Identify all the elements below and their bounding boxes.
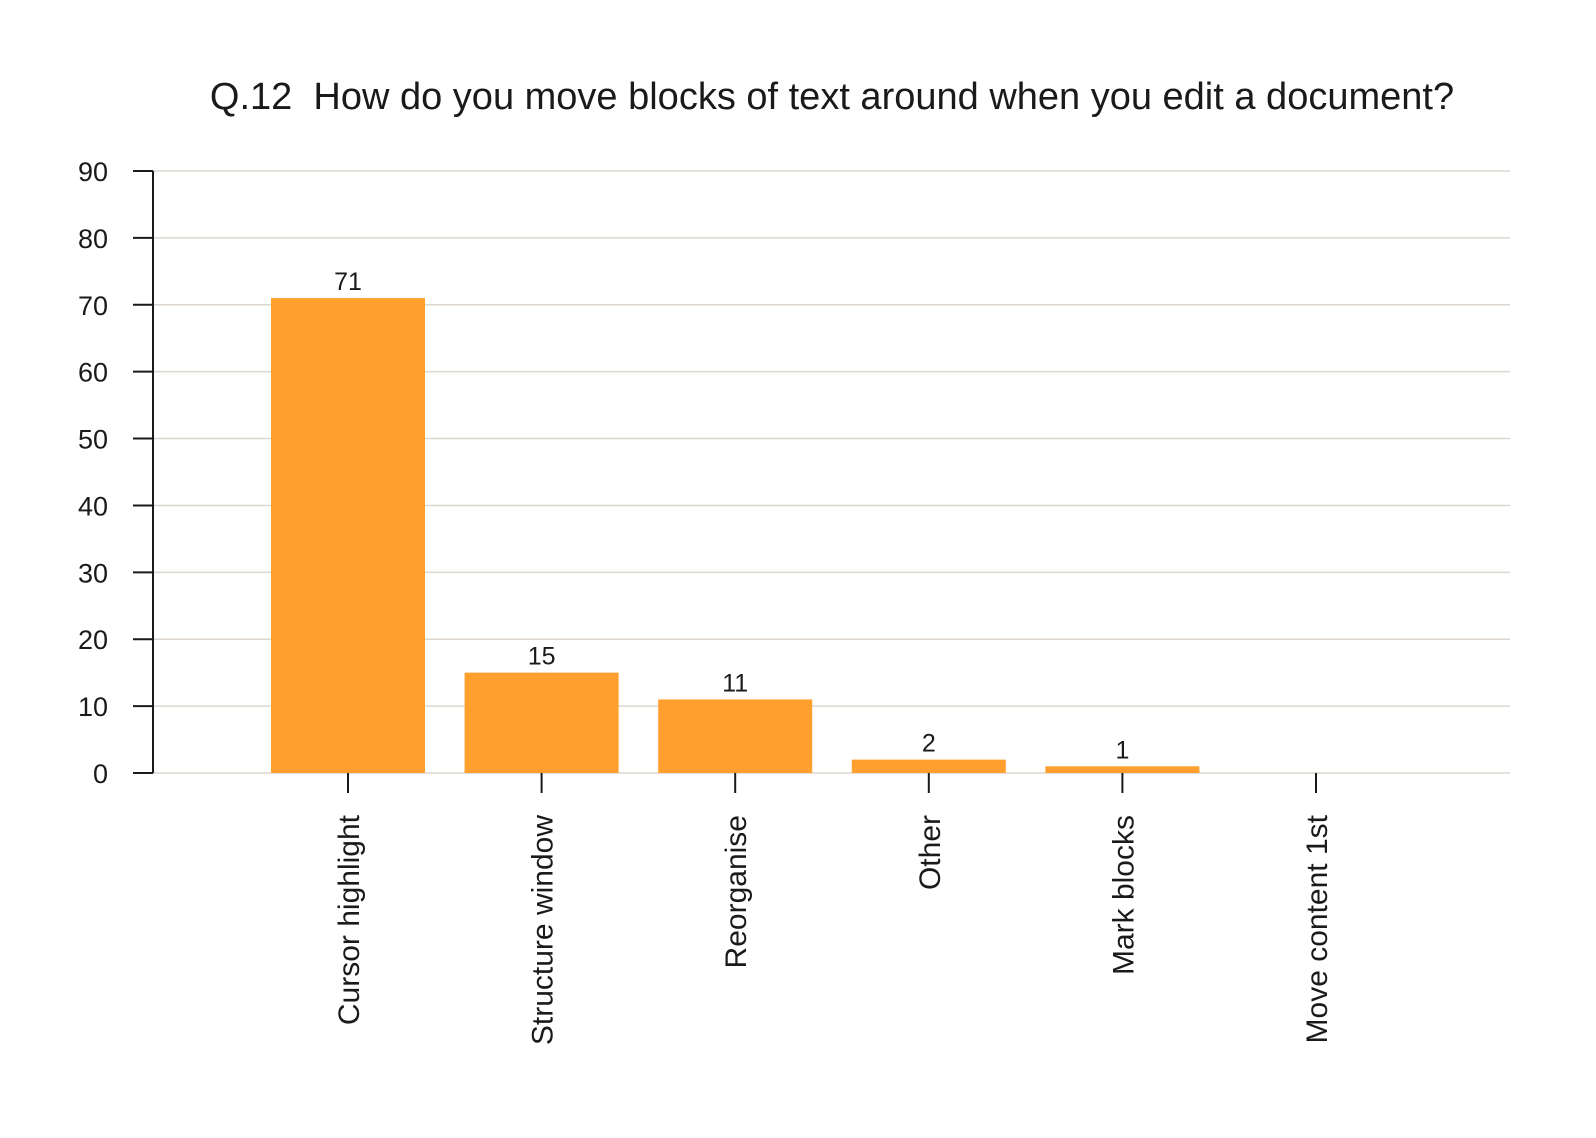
y-tick-label: 50 <box>78 425 108 455</box>
data-label: 11 <box>722 669 748 697</box>
bar-2 <box>658 699 813 773</box>
labels: Cursor highlight 71 Structure window 15 Reor… <box>333 268 1334 1045</box>
y-tick-label: 60 <box>78 358 108 388</box>
category-label: Structure window <box>527 815 560 1045</box>
y-tick-label: 90 <box>78 157 108 187</box>
bars <box>271 298 1200 773</box>
y-tick-label: 40 <box>78 491 108 521</box>
data-label: 15 <box>528 643 556 671</box>
bar-3 <box>851 759 1006 773</box>
y-tick-label: 0 <box>93 759 108 789</box>
bar-0 <box>271 298 425 773</box>
category-label: Cursor highlight <box>333 814 366 1025</box>
y-tick-label: 10 <box>78 692 108 722</box>
y-tick-label: 20 <box>78 625 108 655</box>
category-label: Other <box>914 815 947 890</box>
data-label: 2 <box>922 730 936 758</box>
data-label: 71 <box>334 268 362 296</box>
bar-1 <box>464 672 619 773</box>
chart-title: Q.12 How do you move blocks of text arou… <box>210 76 1454 118</box>
bar-4 <box>1045 766 1200 773</box>
data-label: 1 <box>1115 736 1129 764</box>
category-label: Move content 1st <box>1301 814 1334 1043</box>
axes: 0 10 20 30 40 50 60 70 80 90 <box>78 157 1317 793</box>
category-label: Mark blocks <box>1107 815 1140 975</box>
y-tick-label: 70 <box>78 291 108 321</box>
category-label: Reorganise <box>720 815 753 968</box>
y-tick-label: 30 <box>78 558 108 588</box>
y-tick-label: 80 <box>78 224 108 254</box>
